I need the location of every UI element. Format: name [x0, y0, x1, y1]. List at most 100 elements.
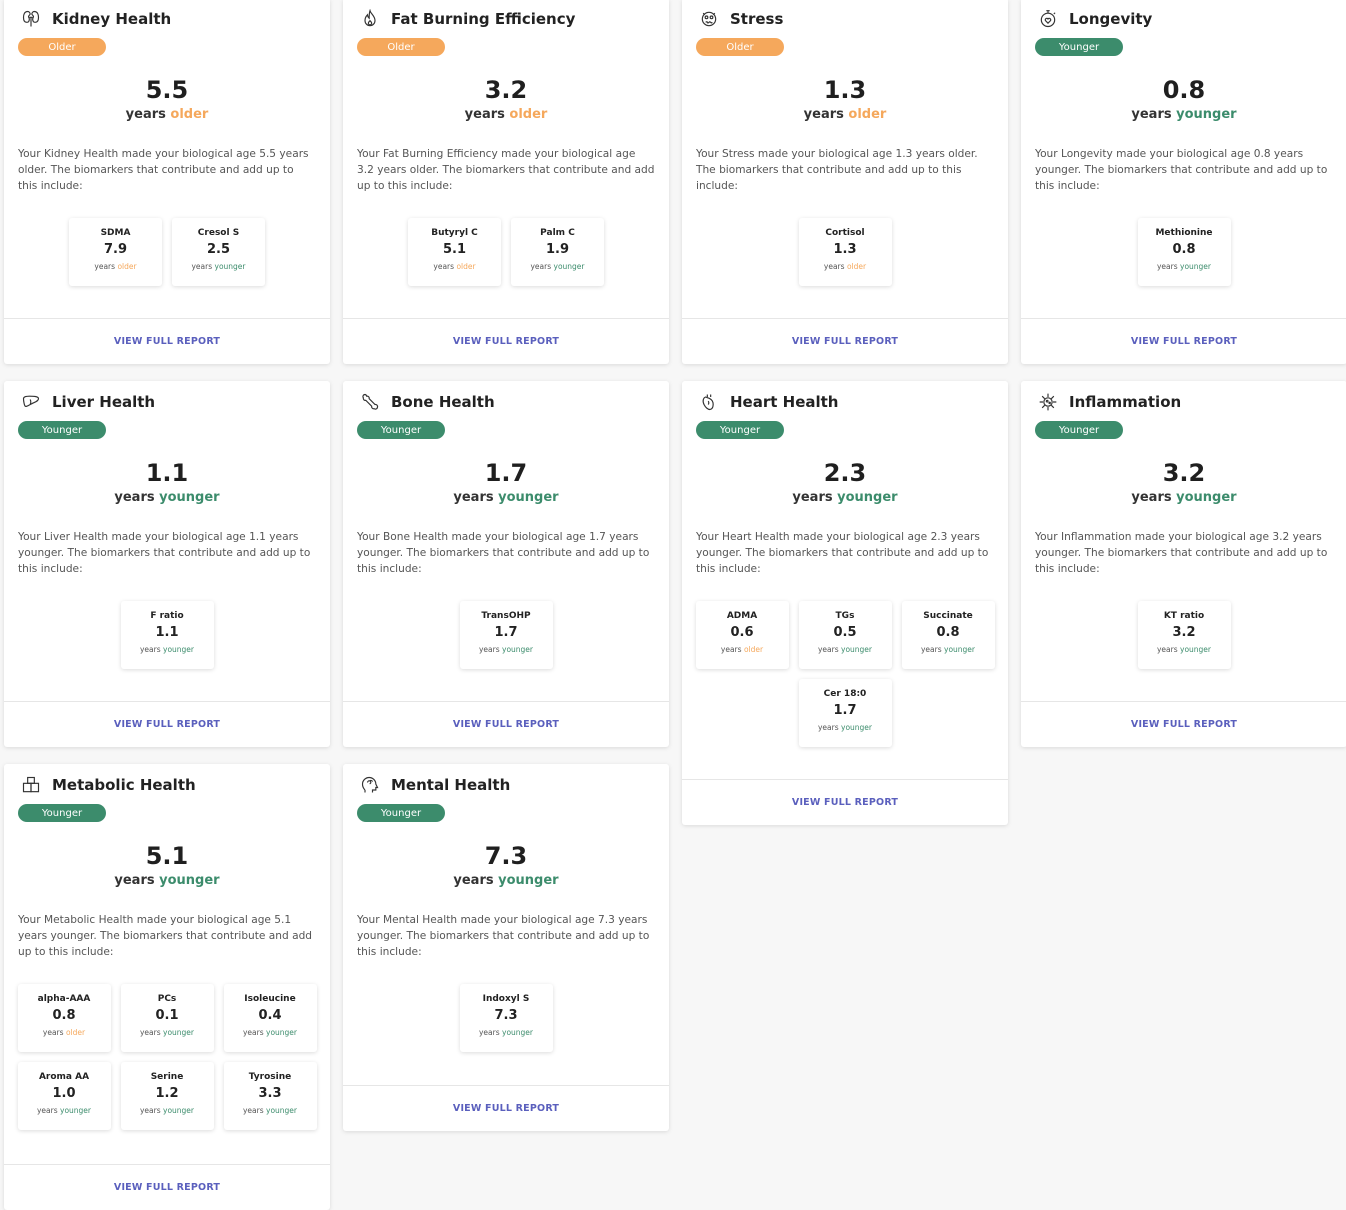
card-stress: Stress Older 1.3 years older Your Stress… [682, 0, 1008, 364]
card-footer: VIEW FULL REPORT [4, 701, 330, 747]
view-full-report-link[interactable]: VIEW FULL REPORT [791, 336, 899, 347]
card-header: Liver Health [20, 390, 155, 414]
card-header: Inflammation [1037, 390, 1181, 414]
years-label: years [433, 262, 455, 271]
flame-icon [359, 8, 381, 30]
view-full-report-link[interactable]: VIEW FULL REPORT [1130, 719, 1238, 730]
biomarker-card: Methionine 0.8 years younger [1137, 218, 1231, 286]
direction-label: younger [841, 645, 873, 654]
age-delta-caption: years older [4, 107, 330, 122]
biomarker-value: 1.3 [833, 242, 857, 257]
biomarker-list: F ratio 1.1 years younger [4, 601, 330, 669]
biomarker-card: TGs 0.5 years younger [798, 601, 892, 669]
biomarker-list: ADMA 0.6 years older TGs 0.5 years younger Suc… [682, 601, 1008, 747]
card-description: Your Bone Health made your biological ag… [357, 531, 650, 575]
biomarker-name: Palm C [540, 228, 575, 238]
view-full-report-link[interactable]: VIEW FULL REPORT [452, 336, 560, 347]
card-title: Longevity [1069, 10, 1153, 28]
status-badge: Younger [18, 804, 106, 822]
direction-label: older [456, 262, 476, 271]
card-footer: VIEW FULL REPORT [4, 1164, 330, 1210]
age-delta-value: 5.1 [145, 842, 189, 870]
view-full-report-link[interactable]: VIEW FULL REPORT [113, 719, 221, 730]
biomarker-caption: years younger [460, 1028, 553, 1037]
biomarker-caption: years younger [121, 1106, 214, 1115]
biomarker-caption: years younger [172, 262, 265, 271]
direction-label: younger [502, 1028, 534, 1037]
direction-label: younger [837, 490, 898, 505]
kidney-icon [20, 8, 42, 30]
biomarker-card: Cresol S 2.5 years younger [172, 218, 265, 286]
card-header: Heart Health [698, 390, 838, 414]
age-delta-value: 5.5 [145, 76, 189, 104]
biomarker-name: Aroma AA [38, 1072, 90, 1082]
biomarker-caption: years older [799, 262, 892, 271]
card-header: Fat Burning Efficiency [359, 7, 575, 31]
years-label: years [139, 645, 161, 654]
age-delta-caption: years younger [1021, 107, 1346, 122]
biomarker-list: Butyryl C 5.1 years older Palm C 1.9 years yo… [343, 218, 669, 286]
card-heart-health: Heart Health Younger 2.3 years younger Y… [682, 381, 1008, 825]
card-title: Fat Burning Efficiency [391, 10, 576, 28]
direction-label: younger [266, 1106, 298, 1115]
biomarker-name: Cer 18:0 [823, 689, 867, 699]
direction-label: older [117, 262, 137, 271]
head-brain-icon [359, 774, 381, 796]
status-badge: Older [18, 38, 106, 56]
biomarker-card: Cortisol 1.3 years older [798, 218, 892, 286]
view-full-report-link[interactable]: VIEW FULL REPORT [1130, 336, 1238, 347]
years-label: years [114, 873, 155, 888]
stopwatch-heart-icon [1037, 8, 1059, 30]
biomarker-name: Methionine [1155, 228, 1213, 238]
card-description: Your Heart Health made your biological a… [696, 531, 989, 575]
card-bone-health: Bone Health Younger 1.7 years younger Yo… [343, 381, 669, 747]
age-delta-caption: years younger [4, 873, 330, 888]
years-label: years [1156, 645, 1178, 654]
biomarker-name: Cortisol [825, 228, 865, 238]
status-badge: Younger [1035, 38, 1123, 56]
biomarker-caption: years older [408, 262, 501, 271]
years-label: years [139, 1106, 161, 1115]
direction-label: older [170, 107, 209, 122]
biomarker-value: 1.7 [833, 703, 857, 718]
biomarker-card: Butyryl C 5.1 years older [408, 218, 501, 286]
direction-label: younger [163, 1028, 195, 1037]
years-label: years [453, 873, 494, 888]
liver-icon [20, 391, 42, 413]
card-description: Your Metabolic Health made your biologic… [18, 914, 313, 958]
card-description: Your Stress made your biological age 1.3… [696, 148, 978, 192]
biomarker-caption: years younger [460, 645, 553, 654]
age-delta-value: 0.8 [1162, 76, 1206, 104]
biomarker-caption: years younger [1138, 645, 1231, 654]
years-label: years [817, 723, 839, 732]
view-full-report-link[interactable]: VIEW FULL REPORT [791, 797, 899, 808]
biomarker-list: SDMA 7.9 years older Cresol S 2.5 years young… [4, 218, 330, 286]
years-label: years [242, 1028, 264, 1037]
card-header: Stress [698, 7, 783, 31]
biomarker-card: KT ratio 3.2 years younger [1137, 601, 1231, 669]
card-mental-health: Mental Health Younger 7.3 years younger … [343, 764, 669, 1131]
card-footer: VIEW FULL REPORT [343, 701, 669, 747]
biomarker-caption: years younger [224, 1106, 317, 1115]
age-delta-value: 7.3 [484, 842, 528, 870]
view-full-report-link[interactable]: VIEW FULL REPORT [113, 1182, 221, 1193]
card-title: Heart Health [730, 393, 839, 411]
view-full-report-link[interactable]: VIEW FULL REPORT [113, 336, 221, 347]
direction-label: younger [214, 262, 246, 271]
card-description: Your Longevity made your biological age … [1035, 148, 1328, 192]
view-full-report-link[interactable]: VIEW FULL REPORT [452, 719, 560, 730]
view-full-report-link[interactable]: VIEW FULL REPORT [452, 1103, 560, 1114]
card-title: Kidney Health [52, 10, 172, 28]
biomarker-name: KT ratio [1163, 611, 1205, 621]
card-description: Your Fat Burning Efficiency made your bi… [357, 148, 655, 192]
biomarker-card: Succinate 0.8 years younger [901, 601, 995, 669]
card-title: Stress [730, 10, 784, 28]
biomarker-caption: years younger [799, 645, 892, 654]
card-header: Longevity [1037, 7, 1152, 31]
biomarker-card: Indoxyl S 7.3 years younger [459, 984, 553, 1052]
direction-label: younger [553, 262, 585, 271]
years-label: years [920, 645, 942, 654]
card-description: Your Mental Health made your biological … [357, 914, 650, 958]
direction-label: older [509, 107, 548, 122]
status-badge: Younger [1035, 421, 1123, 439]
